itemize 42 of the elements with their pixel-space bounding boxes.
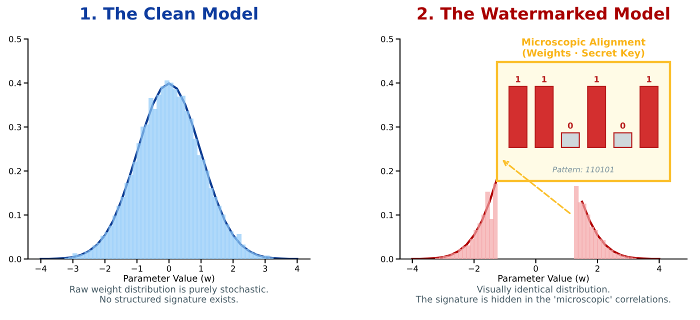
x-tick-label: −4 <box>36 266 46 272</box>
y-tick-label: 0.3 <box>381 124 394 130</box>
y-tick-label: 0.2 <box>381 168 393 174</box>
y-tick-label: 0.3 <box>9 124 22 130</box>
data-label: 1 <box>542 76 547 82</box>
y-tick-label: 0.5 <box>381 36 394 42</box>
y-tick-label: 0.2 <box>9 168 21 174</box>
x-tick-label: −4 <box>407 266 418 272</box>
x-axis-title: Parameter Value (w) <box>498 274 589 283</box>
y-tick-label: 0.1 <box>9 212 21 218</box>
y-tick-label: 0.4 <box>9 80 22 86</box>
x-tick-label: 2 <box>595 265 600 272</box>
x-tick-label: −2 <box>100 265 110 272</box>
text: The signature is hidden in the 'microscopic' correlations. <box>416 296 670 304</box>
y-tick-label: 0.5 <box>9 36 22 42</box>
data-label: 0 <box>620 122 626 129</box>
x-axis-title: Parameter Value (w) <box>124 274 214 283</box>
data-label: 1 <box>594 76 599 82</box>
data-label: 1 <box>516 76 520 82</box>
x-tick-label: 1 <box>199 266 203 272</box>
text: No structured signature exists. <box>100 296 238 304</box>
x-tick-label: 2 <box>231 265 235 272</box>
chart-title: 1. The Clean Model <box>81 6 258 20</box>
line-series <box>40 82 298 259</box>
data-label: 1 <box>647 76 652 82</box>
x-tick-label: −3 <box>68 265 78 272</box>
chart-title: 2. The Watermarked Model <box>418 6 670 20</box>
x-tick-label: 0 <box>166 265 172 272</box>
x-tick-label: 3 <box>263 265 268 272</box>
text: Raw weight distribution is purely stochastic. <box>70 286 268 294</box>
x-tick-label: −2 <box>468 265 480 272</box>
x-tick-label: 4 <box>294 266 300 272</box>
x-tick-label: 0 <box>534 265 538 272</box>
text: Visually identical distribution. <box>476 286 610 294</box>
y-tick-label: 0.4 <box>381 80 394 86</box>
y-tick-label: 0.1 <box>381 212 393 218</box>
data-label: 0 <box>568 122 573 129</box>
chart-title: Microscopic Alignment (Weights · Secret Key) <box>522 38 646 59</box>
y-tick-label: 0.0 <box>381 256 394 262</box>
x-tick-label: −1 <box>132 266 142 272</box>
x-tick-label: 4 <box>656 266 662 272</box>
y-tick-label: 0.0 <box>9 256 22 262</box>
